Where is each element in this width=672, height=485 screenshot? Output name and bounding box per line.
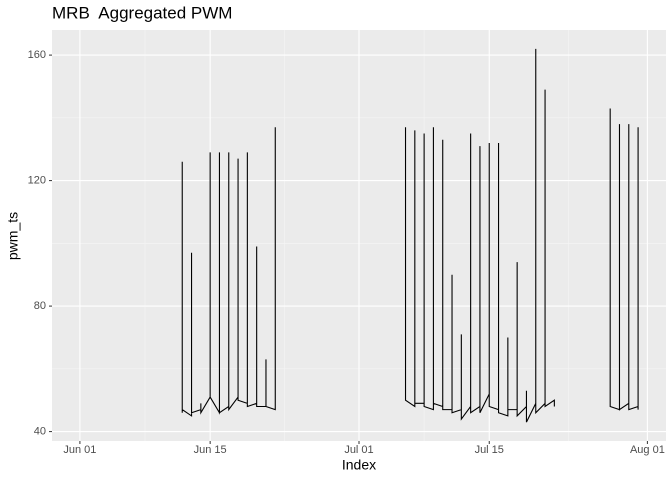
y-tick-label: 80 (34, 300, 46, 312)
y-axis-label: pwm_ts (5, 212, 21, 260)
x-tick-label: Jul 15 (475, 444, 504, 456)
x-tick-label: Jun 15 (194, 444, 227, 456)
y-tick-label: 40 (34, 425, 46, 437)
x-tick-label: Jun 01 (63, 444, 96, 456)
y-tick-label: 120 (28, 175, 46, 187)
x-axis-label: Index (342, 457, 376, 473)
y-tick-label: 160 (28, 49, 46, 61)
x-tick-label: Aug 01 (630, 444, 665, 456)
chart-title: MRB Aggregated PWM (52, 3, 232, 22)
data-line (181, 48, 639, 423)
x-tick-label: Jul 01 (344, 444, 373, 456)
